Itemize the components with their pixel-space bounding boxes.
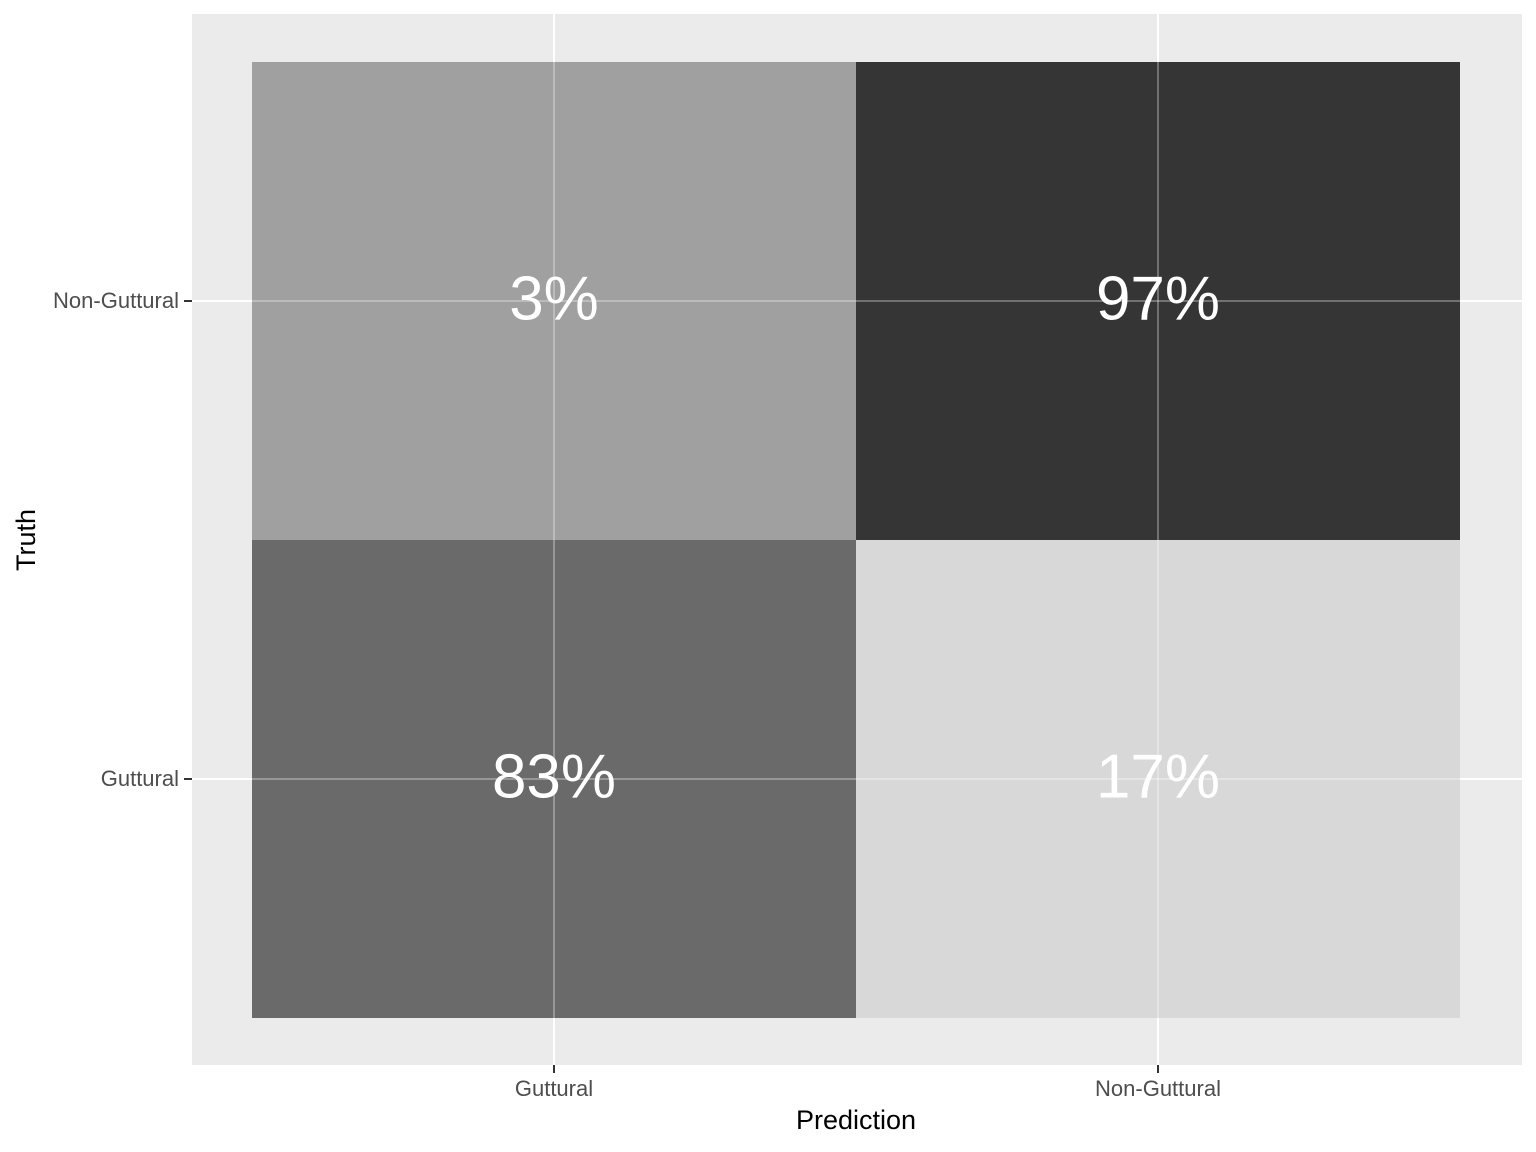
x-tick-label: Non-Guttural xyxy=(1095,1076,1221,1101)
cell xyxy=(252,62,856,540)
y-tick-label: Guttural xyxy=(101,766,179,791)
cell-label: 17% xyxy=(1096,742,1220,811)
y-axis-title: Truth xyxy=(11,509,41,571)
cell-label: 83% xyxy=(492,742,616,811)
cell xyxy=(252,540,856,1018)
x-tick-label: Guttural xyxy=(515,1076,593,1101)
cell xyxy=(856,540,1460,1018)
cell-label: 3% xyxy=(509,264,599,333)
cell-label: 97% xyxy=(1096,264,1220,333)
x-axis-title: Prediction xyxy=(796,1105,916,1135)
cell xyxy=(856,62,1460,540)
y-tick-label: Non-Guttural xyxy=(53,288,179,313)
